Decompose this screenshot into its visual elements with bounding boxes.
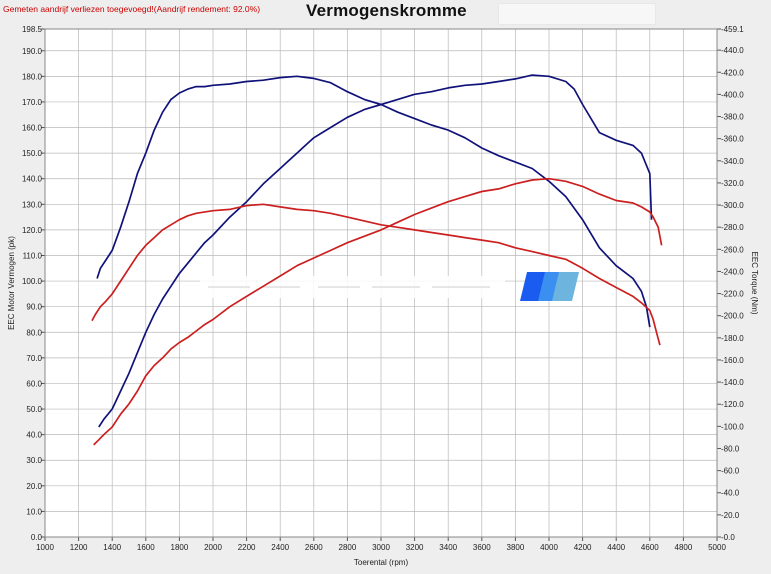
y2-axis-label: EEC Torque (Nm) <box>750 252 759 315</box>
series-line-2 <box>96 75 651 328</box>
chart-title: Vermogenskromme <box>306 1 467 20</box>
y2-tick-label: -459.1 <box>721 25 744 34</box>
y-tick-label: 180.0 <box>22 72 43 81</box>
y2-tick-label: -200.0 <box>721 312 744 321</box>
y2-tick-label: -20.0 <box>721 511 740 520</box>
y-tick-label: 70.0 <box>26 354 42 363</box>
y2-tick-label: -380.0 <box>721 113 744 122</box>
y-tick-label: 150.0 <box>22 149 43 158</box>
x-tick-label: 1800 <box>171 543 189 552</box>
y-tick-label: 90.0 <box>26 303 42 312</box>
y-tick-label: 198.5 <box>22 25 43 34</box>
y2-tick-label: -300.0 <box>721 201 744 210</box>
y2-tick-label: -60.0 <box>721 467 740 476</box>
y-tick-label: 100.0 <box>22 277 43 286</box>
y2-tick-label: -40.0 <box>721 489 740 498</box>
x-tick-label: 4000 <box>540 543 558 552</box>
x-tick-label: 2600 <box>305 543 323 552</box>
y-tick-label: 60.0 <box>26 379 42 388</box>
y2-tick-label: -340.0 <box>721 157 744 166</box>
y-tick-label: 0.0 <box>31 533 43 542</box>
series-line-1 <box>98 74 653 428</box>
y2-tick-label: -280.0 <box>721 223 744 232</box>
title-blank-box <box>498 3 656 25</box>
y2-tick-label: -120.0 <box>721 400 744 409</box>
x-tick-label: 3800 <box>507 543 525 552</box>
y2-tick-label: -240.0 <box>721 267 744 276</box>
drivetrain-note: Gemeten aandrijf verliezen toegevoegd!(A… <box>3 4 261 14</box>
x-tick-label: 2000 <box>204 543 222 552</box>
y2-tick-label: -420.0 <box>721 68 744 77</box>
y2-tick-label: -320.0 <box>721 179 744 188</box>
x-tick-label: 2400 <box>271 543 289 552</box>
y2-tick-label: -100.0 <box>721 422 744 431</box>
y-axis-label: EEC Motor Vermogen (pk) <box>7 236 16 330</box>
y2-tick-labels: -0.0 -20.0 -40.0 -60.0 -80.0 -100.0 -120.0 -140… <box>721 25 744 542</box>
x-tick-label: 4600 <box>641 543 659 552</box>
y2-tick-label: -400.0 <box>721 90 744 99</box>
y-tick-label: 30.0 <box>26 456 42 465</box>
y-tick-label: 20.0 <box>26 482 42 491</box>
x-tick-label: 3200 <box>406 543 424 552</box>
x-tick-label: 1400 <box>103 543 121 552</box>
x-tick-label: 4200 <box>574 543 592 552</box>
y-tick-label: 160.0 <box>22 124 43 133</box>
y2-tick-label: -260.0 <box>721 245 744 254</box>
x-tick-label: 3000 <box>372 543 390 552</box>
x-tick-label: 1200 <box>70 543 88 552</box>
x-tick-label: 4400 <box>607 543 625 552</box>
series-line-3 <box>93 177 663 446</box>
y-tick-label: 50.0 <box>26 405 42 414</box>
x-tick-label: 3600 <box>473 543 491 552</box>
y2-tick-label: -220.0 <box>721 290 744 299</box>
x-tick-label: 5000 <box>708 543 726 552</box>
y-tick-label: 80.0 <box>26 328 42 337</box>
y2-tick-label: -360.0 <box>721 135 744 144</box>
x-tick-label: 2800 <box>339 543 357 552</box>
y2-tick-label: -140.0 <box>721 378 744 387</box>
y-tick-label: 130.0 <box>22 200 43 209</box>
x-tick-label: 1000 <box>36 543 54 552</box>
series-lines <box>91 74 663 446</box>
y-tick-label: 10.0 <box>26 507 42 516</box>
x-tick-label: 4800 <box>675 543 693 552</box>
plot-border <box>44 28 718 538</box>
header-bar: Gemeten aandrijf verliezen toegevoegd!(A… <box>0 0 771 25</box>
y2-tick-label: -440.0 <box>721 46 744 55</box>
y-tick-label: 110.0 <box>23 251 43 260</box>
y-tick-label: 190.0 <box>22 47 43 56</box>
x-axis-label: Toerental (rpm) <box>354 558 409 567</box>
y-tick-labels: 0.0 10.0 20.0 30.0 40.0 50.0 60.0 70.0 80.0 90.0 1… <box>22 25 43 542</box>
brand-logo <box>520 272 579 301</box>
y-tick-label: 140.0 <box>22 175 43 184</box>
y-tick-label: 170.0 <box>22 98 43 107</box>
y2-tick-label: -80.0 <box>721 444 740 453</box>
series-line-4 <box>91 203 661 346</box>
logo-stripe-3 <box>552 272 579 301</box>
y2-tick-label: -160.0 <box>721 356 744 365</box>
y2-tick-label: -0.0 <box>721 533 735 542</box>
x-tick-label: 2200 <box>238 543 256 552</box>
y-tick-label: 40.0 <box>26 431 42 440</box>
y2-tick-label: -180.0 <box>721 334 744 343</box>
x-tick-label: 3400 <box>439 543 457 552</box>
x-tick-labels: 1000 1200 1400 1600 1800 2000 2200 2400 2600 2800… <box>36 543 726 552</box>
y-tick-label: 120.0 <box>22 226 43 235</box>
watermark <box>200 276 505 298</box>
x-tick-label: 1600 <box>137 543 155 552</box>
